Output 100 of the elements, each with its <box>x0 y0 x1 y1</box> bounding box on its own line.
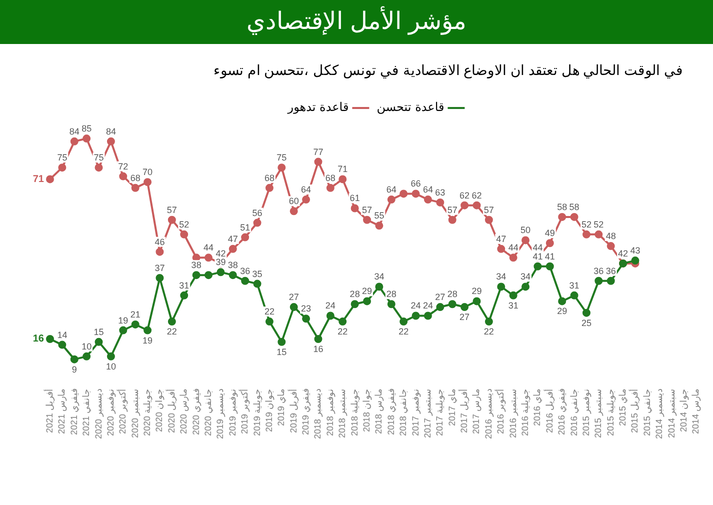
data-label: 49 <box>544 228 555 238</box>
data-label: 15 <box>94 326 104 337</box>
data-label: 44 <box>532 242 543 253</box>
x-tick-label: 2020 أكتوبر <box>116 388 129 434</box>
data-label: 25 <box>581 318 592 328</box>
data-label: 36 <box>594 266 604 276</box>
x-tick-label: 2019 جويلية <box>252 388 263 436</box>
data-label: 72 <box>118 161 128 172</box>
data-label: 71 <box>338 164 348 174</box>
data-label: 64 <box>386 184 396 195</box>
x-tick-label: 2017 ماي <box>446 388 457 426</box>
data-label: 75 <box>57 152 68 163</box>
data-label: 34 <box>374 272 384 282</box>
x-tick-label: 2019 أكتوبر <box>238 388 251 434</box>
x-tick-label: 2017 مارس <box>471 388 482 434</box>
x-tick-label: 2016 فيفري <box>556 388 568 436</box>
data-label: 56 <box>252 208 262 218</box>
x-tick-label: 2018 سبتمبر <box>337 388 348 438</box>
data-label: 84 <box>69 126 80 136</box>
chart-title: مؤشر الأمل الإقتصادي <box>0 0 713 44</box>
x-tick-label: 2020 جويلية <box>142 388 154 436</box>
x-tick-label: 2018 فيفري <box>386 388 397 436</box>
data-label: 51 <box>240 222 250 232</box>
x-tick-label: 2020 مارس <box>178 388 190 434</box>
data-label: 57 <box>447 204 458 215</box>
data-label: 60 <box>288 196 299 206</box>
x-tick-label: 2014 جوان <box>678 388 690 432</box>
data-label: 22 <box>398 326 409 337</box>
x-tick-label: 2017 سبتمبر <box>422 388 434 438</box>
x-tick-label: 2018 ديسمبر <box>312 388 324 440</box>
data-label: 27 <box>435 292 446 302</box>
x-tick-label: 2015 سبتمبر <box>593 388 604 438</box>
data-label: 34 <box>520 272 531 282</box>
x-tick-label: 2016 ديسمبر <box>483 388 494 440</box>
data-label: 16 <box>313 344 324 354</box>
data-label: 24 <box>410 300 421 311</box>
data-label: 63 <box>435 187 446 198</box>
data-label: 29 <box>362 286 372 296</box>
data-label: 36 <box>240 266 250 276</box>
data-label: 16 <box>32 334 44 345</box>
data-label: 68 <box>130 172 140 183</box>
x-tick-label: 2020 جوان <box>154 388 166 432</box>
x-tick-label: 2020 سبتمبر <box>130 388 141 438</box>
x-tick-label: 2016 جانفي <box>568 388 579 436</box>
x-tick-label: 2020 ديسمبر <box>93 388 104 440</box>
data-label: 28 <box>447 289 458 300</box>
data-label: 22 <box>338 326 348 337</box>
x-tick-label: 2015 أفريل <box>628 388 641 434</box>
data-label: 38 <box>191 260 202 270</box>
data-label: 31 <box>569 280 580 290</box>
data-label: 62 <box>460 190 470 200</box>
x-tick-label: 2015 ماي <box>618 388 628 426</box>
data-label: 38 <box>228 260 238 270</box>
data-label: 75 <box>276 152 287 163</box>
x-tick-label: 2016 سبتمبر <box>508 388 519 438</box>
x-tick-label: 2016 ماي <box>532 388 542 426</box>
data-label: 15 <box>276 346 287 357</box>
x-tick-label: 2017 أفريل <box>457 388 470 434</box>
data-label: 24 <box>422 300 433 311</box>
data-label: 52 <box>594 219 604 230</box>
x-tick-label: 2020 فيفري <box>190 388 202 436</box>
data-label: 36 <box>606 266 616 276</box>
data-label: 9 <box>72 364 77 374</box>
data-label: 29 <box>557 306 568 316</box>
data-label: 29 <box>472 286 482 296</box>
x-tick-label: 2016 جويلية <box>520 388 531 436</box>
data-label: 48 <box>606 231 616 242</box>
data-label: 42 <box>216 248 226 258</box>
data-label: 10 <box>82 341 92 352</box>
x-tick-label: 2015 جانفي <box>642 388 652 436</box>
x-tick-label: 2019 فيفري <box>300 388 312 436</box>
data-label: 27 <box>460 312 470 322</box>
data-label: 68 <box>325 172 336 183</box>
x-tick-label: 2019 ديسمبر <box>215 388 226 440</box>
x-tick-label: 2014 ديسمبر <box>654 388 666 440</box>
x-tick-label: 2018 جويلية <box>349 388 360 436</box>
x-tick-label: 2018 نوفمبر <box>324 388 336 436</box>
data-label: 47 <box>496 234 506 244</box>
data-label: 24 <box>325 300 336 311</box>
data-label: 62 <box>472 190 482 200</box>
x-tick-label: 2019 نوفمبر <box>227 388 238 436</box>
data-label: 64 <box>301 184 312 195</box>
data-label: 58 <box>557 202 568 212</box>
data-label: 19 <box>118 315 128 326</box>
data-label: 57 <box>166 204 177 215</box>
x-tick-label: 2015 جويلية <box>605 388 616 436</box>
data-label: 64 <box>422 184 433 195</box>
data-label: 41 <box>544 251 555 262</box>
data-label: 50 <box>520 225 531 236</box>
data-label: 28 <box>350 289 360 300</box>
data-label: 58 <box>569 202 580 212</box>
x-tick-label: 2017 نوفمبر <box>410 388 422 436</box>
data-label: 46 <box>154 236 165 247</box>
x-tick-label: 2015 نوفمبر <box>580 388 592 436</box>
data-label: 57 <box>362 204 372 215</box>
x-tick-label: 2019 أفريل <box>286 388 300 434</box>
data-label: 31 <box>179 280 190 290</box>
data-label: 52 <box>581 219 592 230</box>
data-label: 44 <box>508 242 518 253</box>
x-tick-label: 2017 جويلية <box>434 388 446 436</box>
